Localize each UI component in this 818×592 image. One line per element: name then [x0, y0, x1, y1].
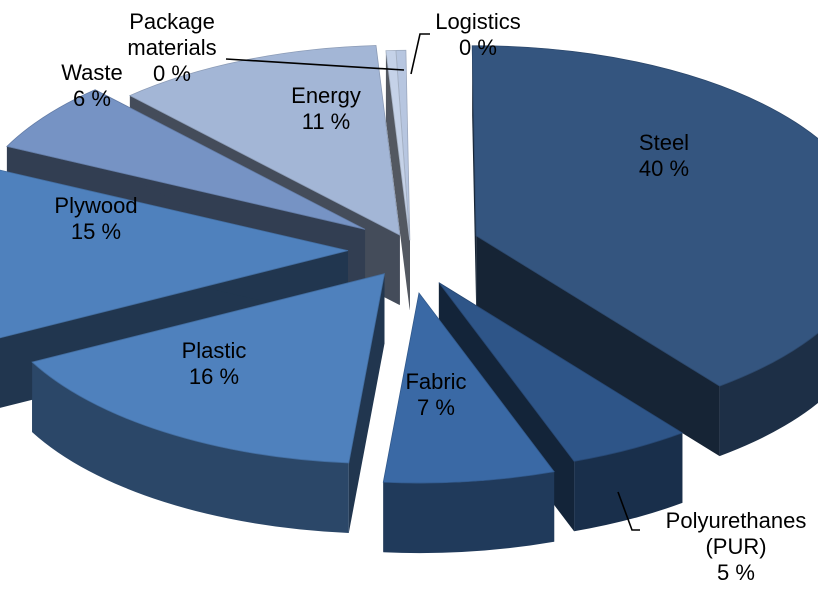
slice-plywood — [0, 169, 349, 339]
label-logistics: Logistics 0 % — [435, 9, 521, 60]
label-name-waste: Waste — [61, 60, 123, 85]
label-polyurethanes-pur: Polyurethanes (PUR) 5 % — [666, 508, 807, 585]
slice-outer-plastic-0 — [32, 362, 349, 533]
slice-polyurethanes-pur — [438, 282, 684, 462]
slice-package-materials — [385, 49, 411, 241]
label-waste: Waste 6 % — [61, 60, 123, 111]
leader-lines — [225, 33, 640, 531]
label-plastic: Plastic 16 % — [182, 338, 247, 389]
label-value-fabric: 7 % — [417, 395, 455, 420]
slice-outer-fabric-0 — [383, 471, 555, 554]
slice-outer-polyurethanes-pur-0 — [574, 432, 683, 532]
slice-wall-package-materials-0 — [385, 50, 410, 311]
leader-line-polyurethanes-pur — [617, 491, 640, 531]
label-value-steel: 40 % — [639, 156, 689, 181]
slice-tops — [0, 45, 818, 484]
label-package-materials: Package materials 0 % — [127, 9, 216, 86]
label-name-package-materials: materials — [127, 35, 216, 60]
label-steel: Steel 40 % — [639, 130, 689, 181]
label-value-plastic: 16 % — [189, 364, 239, 389]
slice-waste — [6, 89, 366, 230]
label-name-logistics: Logistics — [435, 9, 521, 34]
slice-labels: Logistics 0 %Steel 40 %Polyurethanes (PUR) 5… — [54, 9, 806, 585]
label-name-polyurethanes-pur: (PUR) — [705, 534, 766, 559]
slice-steel — [471, 45, 818, 387]
slice-wall-steel-1 — [476, 235, 720, 457]
label-value-logistics: 0 % — [459, 35, 497, 60]
label-value-plywood: 15 % — [71, 219, 121, 244]
label-value-waste: 6 % — [73, 86, 111, 111]
label-name-fabric: Fabric — [405, 369, 466, 394]
label-value-energy: 11 % — [302, 109, 351, 134]
label-name-plywood: Plywood — [54, 193, 137, 218]
label-name-plastic: Plastic — [182, 338, 247, 363]
leader-line-logistics — [410, 33, 430, 75]
label-value-package-materials: 0 % — [153, 61, 191, 86]
slice-plastic — [31, 273, 385, 464]
label-value-polyurethanes-pur: 5 % — [717, 560, 755, 585]
slice-outer-steel-0 — [719, 333, 818, 457]
label-name-package-materials: Package — [129, 9, 215, 34]
leader-line-package-materials — [225, 58, 405, 71]
label-plywood: Plywood 15 % — [54, 193, 137, 244]
slice-fabric — [382, 292, 555, 484]
label-name-steel: Steel — [639, 130, 689, 155]
label-name-polyurethanes-pur: Polyurethanes — [666, 508, 807, 533]
label-fabric: Fabric 7 % — [405, 369, 466, 420]
label-name-energy: Energy — [291, 83, 361, 108]
label-energy: Energy 11 % — [291, 83, 361, 134]
